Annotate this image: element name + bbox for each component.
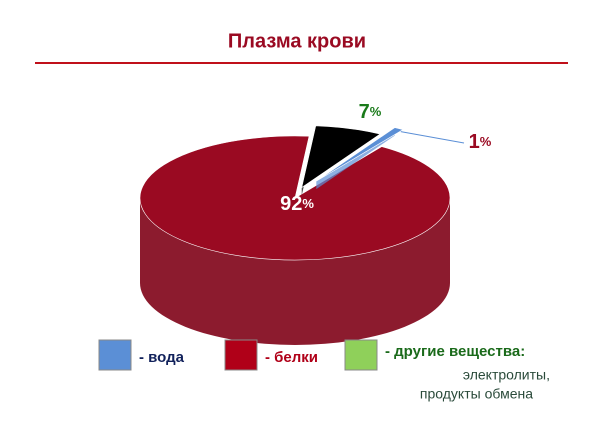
legend-swatch — [344, 339, 378, 371]
pie-slice — [316, 127, 404, 190]
legend-label: - белки — [265, 349, 318, 366]
slice-top — [301, 125, 381, 189]
chart-title: Плазма крови — [228, 30, 366, 52]
legend-swatch — [224, 339, 258, 371]
slice-top — [139, 135, 451, 261]
slice-side — [140, 198, 450, 345]
data-label: 7% — [359, 101, 382, 123]
leader-line — [400, 131, 465, 144]
data-label: 1% — [469, 131, 492, 153]
data-label: 92% — [280, 193, 314, 215]
slice-top — [316, 127, 404, 182]
legend-note: электролиты, — [463, 367, 550, 383]
pie-slice — [139, 135, 451, 345]
pie-slice — [301, 125, 381, 196]
legend-label: - вода — [139, 349, 185, 366]
legend-swatch — [98, 339, 132, 371]
legend-note: продукты обмена — [420, 386, 533, 402]
legend-label: - другие вещества: — [385, 343, 525, 360]
